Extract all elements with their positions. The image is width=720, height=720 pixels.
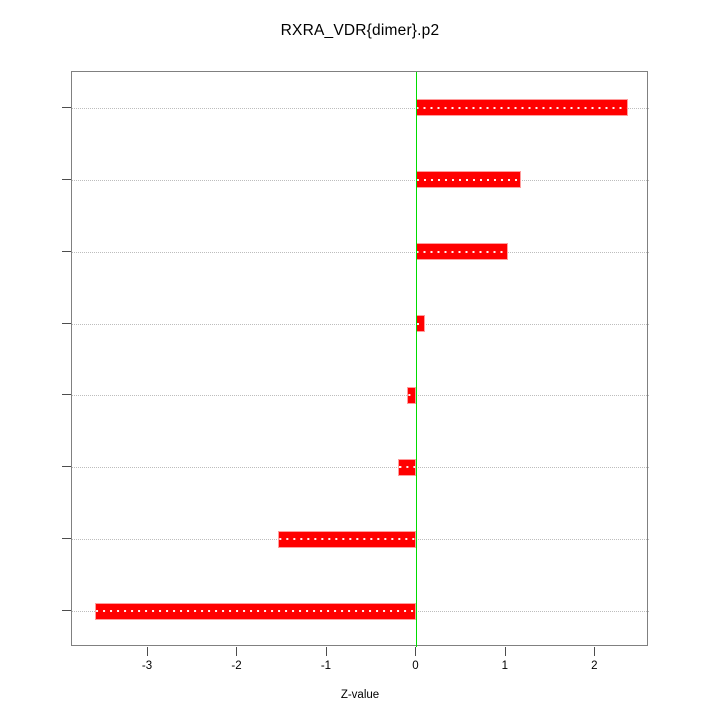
bar-hatch (398, 466, 416, 469)
gridline (72, 467, 649, 469)
y-tick-mark (62, 394, 71, 396)
page-title: RXRA_VDR{dimer}.p2 (280, 22, 440, 39)
x-axis-title: Z-value (340, 689, 380, 701)
bar (416, 315, 426, 333)
plot-area (71, 71, 649, 647)
x-tick-label: -1 (320, 660, 332, 672)
gridline (72, 107, 649, 109)
y-tick-mark (62, 250, 71, 252)
bar-hatch (417, 250, 507, 253)
gridline (72, 251, 649, 253)
bar-hatch (417, 178, 521, 181)
gridline (72, 179, 649, 181)
y-tick-mark (62, 610, 71, 612)
y-tick-mark (62, 106, 71, 108)
bar-hatch (417, 322, 425, 325)
bar (277, 530, 417, 548)
y-tick-mark (62, 538, 71, 540)
y-tick-mark (62, 466, 71, 468)
x-tick-mark (415, 647, 417, 656)
bar-hatch (407, 394, 416, 397)
x-tick-mark (594, 647, 596, 656)
bar (416, 171, 522, 189)
bar (416, 243, 508, 261)
bar (397, 458, 417, 476)
y-tick-mark (62, 178, 71, 180)
bar-hatch (417, 106, 627, 109)
x-tick-mark (147, 647, 149, 656)
gridline (72, 323, 649, 325)
x-tick-label: 2 (591, 660, 598, 672)
bar (95, 602, 417, 620)
x-tick-label: 0 (412, 660, 419, 672)
zero-reference-line (416, 72, 418, 647)
x-tick-label: 1 (501, 660, 509, 672)
bar (416, 99, 628, 117)
bar-hatch (96, 610, 416, 613)
x-tick-mark (236, 647, 238, 656)
bar (406, 386, 417, 404)
bar-hatch (278, 538, 416, 541)
y-tick-mark (62, 322, 71, 324)
x-tick-mark (325, 647, 327, 656)
x-tick-label: -2 (231, 660, 242, 672)
x-tick-mark (504, 647, 506, 656)
gridline (72, 395, 649, 397)
x-tick-label: -3 (141, 660, 153, 672)
